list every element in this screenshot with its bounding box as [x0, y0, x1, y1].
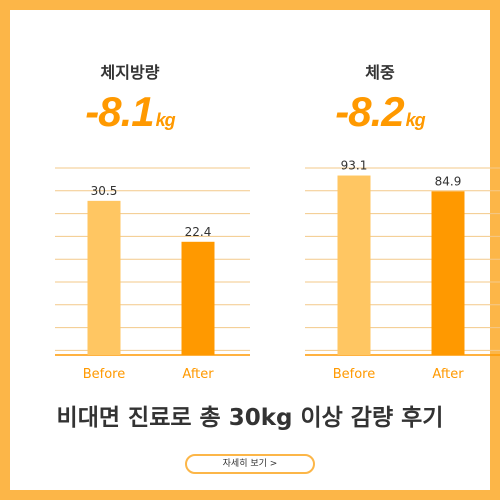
body-fat-bar-chart: 30.5 Before 22.4 After	[55, 167, 250, 382]
weight-change-unit: kg	[405, 110, 426, 130]
value-label-before: 93.1	[341, 159, 368, 173]
weight-change-value: -8.2	[335, 88, 404, 135]
bar-after	[181, 241, 215, 355]
weight-label: 체중	[365, 63, 395, 82]
body-fat-label: 체지방량	[100, 63, 160, 82]
category-label-before: Before	[333, 367, 376, 382]
category-label-after: After	[182, 367, 214, 382]
weight-change: -8.2 kg	[260, 88, 500, 136]
bar-after	[431, 191, 465, 355]
value-label-after: 84.9	[435, 174, 462, 188]
bar-before	[337, 175, 371, 355]
weight-bar-chart: 93.1 Before 84.9 After	[305, 159, 500, 382]
category-label-before: Before	[83, 367, 126, 382]
body-fat-change-unit: kg	[155, 110, 176, 130]
body-fat-change: -8.1 kg	[10, 88, 250, 136]
body-fat-panel: 체지방량 -8.1 kg 30.5 Before 22.4 After	[10, 10, 250, 395]
body-fat-change-value: -8.1	[85, 88, 154, 135]
review-title: 비대면 진료로 총 30kg 이상 감량 후기	[56, 405, 444, 431]
value-label-after: 22.4	[185, 225, 212, 239]
value-label-before: 30.5	[91, 184, 118, 198]
view-details-button[interactable]: 자세히 보기 >	[185, 454, 315, 474]
bar-before	[87, 200, 121, 355]
weight-panel: 체중 -8.2 kg 93.1 Before 84.9 After	[260, 10, 500, 395]
category-label-after: After	[432, 367, 464, 382]
